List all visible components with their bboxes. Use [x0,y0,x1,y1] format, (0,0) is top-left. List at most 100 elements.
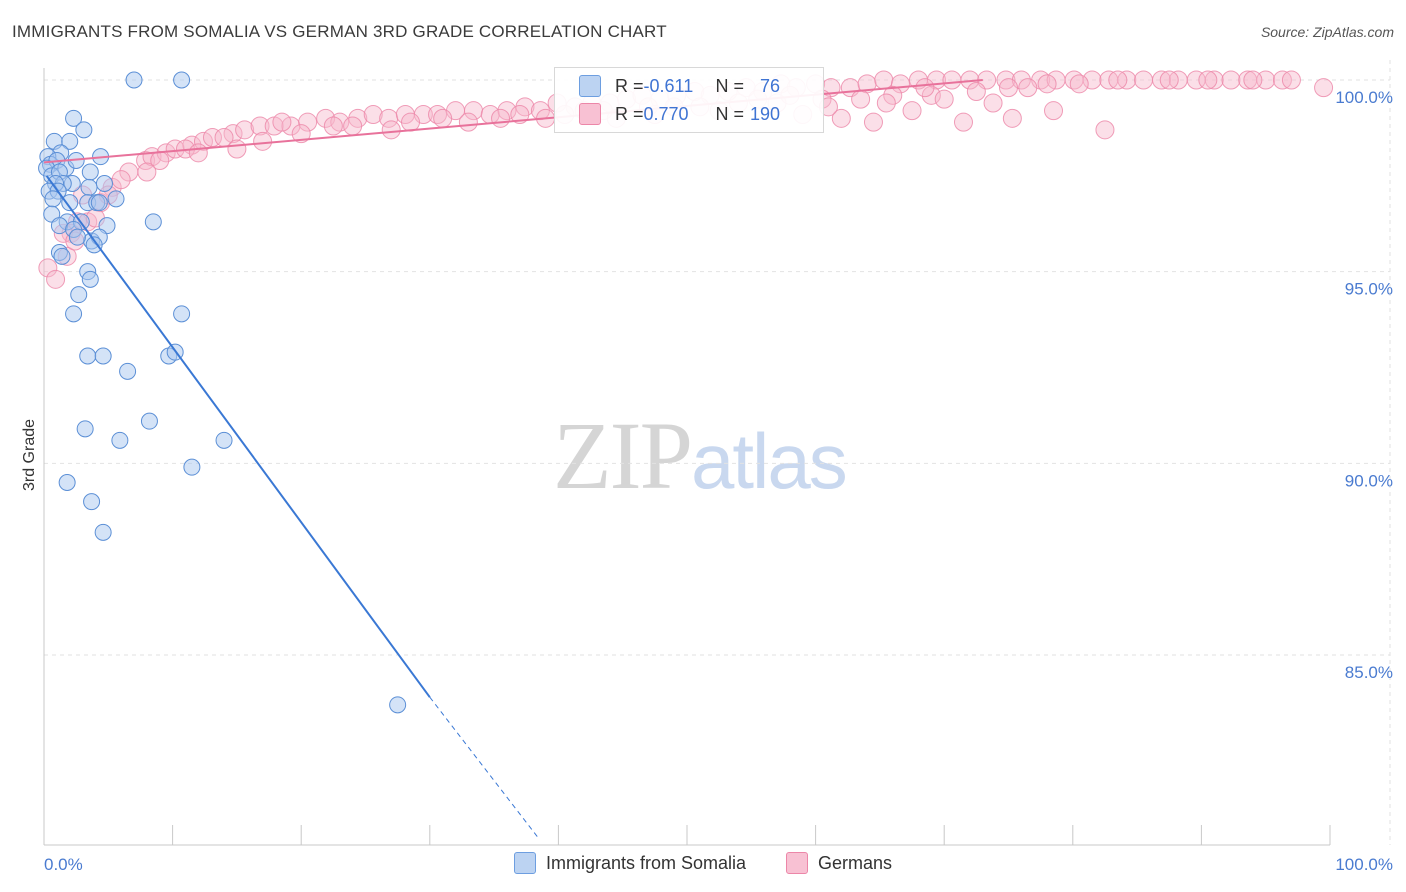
germans-point [863,112,883,132]
r-label: R = [615,103,644,124]
germans-point [343,116,363,136]
somalia-point [107,190,125,208]
somalia-point [81,270,99,288]
somalia-trend-extension [429,696,540,840]
somalia-point [94,347,112,365]
somalia-point [80,178,98,196]
germans-point [1044,101,1064,121]
germans-point [1095,120,1115,140]
watermark: ZIPatlas [553,400,848,511]
somalia-point [50,217,68,235]
somalia-legend-swatch [513,852,536,874]
germans-point [428,105,448,124]
germans-point [934,89,954,109]
germans-point [1134,70,1154,90]
germans-point [250,116,270,136]
germans-point [1159,70,1179,90]
germans-point [316,108,336,128]
series-legend: Immigrants from Somalia Germans [0,852,1406,874]
chart-title: IMMIGRANTS FROM SOMALIA VS GERMAN 3RD GR… [12,22,667,41]
somalia-point [58,474,76,491]
germans-point [253,131,273,151]
germans-point [46,269,66,289]
somalia-point [75,121,93,139]
germans-point [883,85,903,105]
germans-point [831,108,851,128]
n-label: N = [715,75,745,96]
watermark-atlas: atlas [691,417,848,505]
germans-point [1037,74,1057,94]
somalia-swatch [579,75,601,97]
germans-point [272,112,292,132]
germans-point [983,93,1003,113]
germans-trend-line [43,79,983,164]
somalia-point [95,175,113,192]
germans-point [1069,74,1089,94]
somalia-point [81,163,99,181]
stats-legend-row-germans: R = 0.770 N = 190 [579,100,780,128]
legend-item-somalia[interactable]: Immigrants from Somalia [513,852,747,874]
germans-point [291,124,311,144]
germans-point [497,101,517,121]
somalia-point [144,213,162,231]
watermark-zip: ZIP [553,402,693,509]
somalia-point [53,247,71,265]
y-tick-label: 90.0% [1345,471,1393,490]
somalia-point [90,194,108,212]
germans-point [1152,70,1172,90]
germans-point [401,112,421,132]
somalia-point [173,305,191,323]
germans-point [851,89,871,109]
germans-point [999,78,1018,98]
y-tick-label: 85.0% [1345,663,1393,682]
somalia-point [119,362,137,380]
somalia-point [65,305,83,323]
n-label: N = [715,103,745,124]
germans-point [510,105,530,124]
germans-point [966,82,986,101]
somalia-point [61,132,79,150]
n-value-somalia: 76 [760,75,781,96]
legend-item-germans[interactable]: Germans [786,852,892,874]
germans-point [921,85,941,105]
stats-legend-row-somalia: R = -0.611 N = 76 [579,72,780,100]
somalia-point [389,696,407,714]
germans-point [915,78,935,98]
germans-point [902,101,922,121]
somalia-point [215,431,233,449]
germans-point [953,112,973,132]
somalia-point [76,420,94,438]
germans-point [202,128,222,147]
somalia-point [61,194,79,212]
somalia-point [125,71,143,89]
germans-point [1281,70,1301,90]
germans-point [235,120,255,140]
somalia-point [83,493,101,511]
n-value-germans: 190 [750,103,781,124]
germans-point [363,105,383,124]
somalia-trend-line [45,175,431,698]
x-tick-label: 100.0% [1335,855,1393,874]
germans-point [381,120,401,140]
germans-point [188,143,208,163]
legend-label-somalia: Immigrants from Somalia [545,852,747,873]
germans-point [1108,70,1128,90]
somalia-point [68,228,86,246]
somalia-point [79,347,97,365]
germans-legend-swatch [786,852,809,874]
germans-point [433,108,453,128]
germans-point [38,258,58,278]
germans-point [458,112,478,132]
germans-point [323,116,343,136]
germans-point [227,139,247,159]
germans-point [137,162,157,182]
germans-point [111,170,131,190]
y-tick-label: 95.0% [1345,280,1393,299]
germans-point [1002,108,1022,128]
somalia-point [94,523,112,541]
germans-point [942,70,962,90]
germans-point [298,112,318,132]
germans-point [1018,78,1038,98]
x-tick-label: 0.0% [44,855,83,874]
